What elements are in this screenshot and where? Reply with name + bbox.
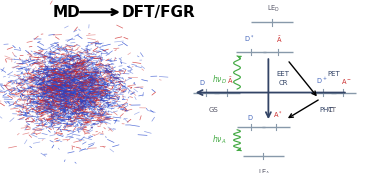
- Text: PHT: PHT: [319, 107, 333, 113]
- Text: EET: EET: [277, 71, 290, 76]
- Text: D: D: [247, 115, 252, 121]
- Text: MD: MD: [52, 5, 80, 20]
- Text: PET: PET: [327, 71, 340, 76]
- Text: D: D: [199, 80, 204, 86]
- Text: CT: CT: [327, 107, 336, 113]
- Text: CR: CR: [279, 80, 288, 86]
- Text: LE$_\mathsf{D}$: LE$_\mathsf{D}$: [267, 4, 281, 14]
- Text: DFT/FGR: DFT/FGR: [122, 5, 196, 20]
- Text: GS: GS: [209, 107, 218, 113]
- Text: $\bar{\mathsf{A}}$: $\bar{\mathsf{A}}$: [226, 76, 233, 86]
- Text: A$^*$: A$^*$: [273, 109, 283, 121]
- Text: D$^+$: D$^+$: [316, 76, 327, 86]
- Text: $h\nu_D$: $h\nu_D$: [212, 73, 227, 86]
- Text: LE$_\mathsf{A}$: LE$_\mathsf{A}$: [258, 168, 271, 173]
- Text: $h\nu_A$: $h\nu_A$: [212, 133, 227, 145]
- Text: $\bar{\mathsf{A}}$: $\bar{\mathsf{A}}$: [276, 35, 283, 45]
- Text: A$^-$: A$^-$: [341, 77, 352, 86]
- Text: D$^*$: D$^*$: [244, 34, 255, 45]
